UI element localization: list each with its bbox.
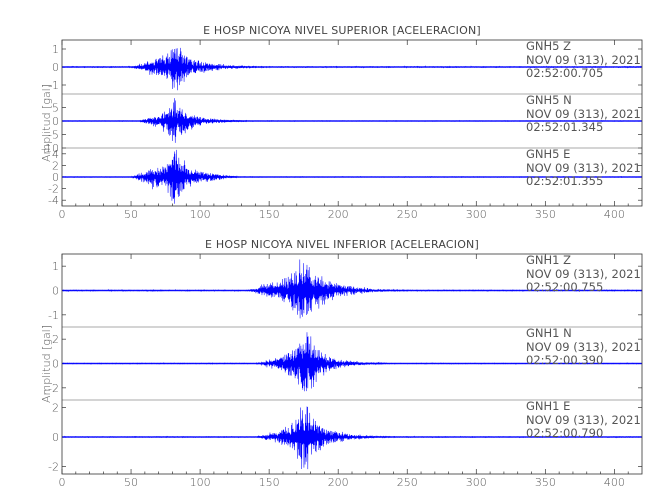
event-date-label: NOV 09 (313), 2021 xyxy=(526,107,641,121)
y-tick-label: -5 xyxy=(48,129,59,142)
station-component-label: GNH5 N xyxy=(526,93,572,107)
x-tick-label: 50 xyxy=(124,208,138,221)
y-tick-label: 0 xyxy=(52,431,59,444)
y-tick-label: -1 xyxy=(48,79,59,92)
event-time-label: 02:52:00.705 xyxy=(526,66,603,80)
event-time-label: 02:52:00.390 xyxy=(526,353,603,367)
chart-block-2: E HOSP NICOYA NIVEL INFERIOR [ACELERACIO… xyxy=(40,238,643,489)
chart-block-1: E HOSP NICOYA NIVEL SUPERIOR [ACELERACIO… xyxy=(40,24,643,221)
event-date-label: NOV 09 (313), 2021 xyxy=(526,161,641,175)
x-tick-label: 200 xyxy=(328,208,349,221)
x-tick-label: 300 xyxy=(466,208,487,221)
x-tick-label: 50 xyxy=(124,476,138,489)
x-tick-label: 350 xyxy=(535,476,556,489)
y-tick-label: -2 xyxy=(48,382,59,395)
y-tick-label: 2 xyxy=(52,401,59,414)
y-tick-label: 0 xyxy=(52,358,59,371)
y-tick-label: 0 xyxy=(52,61,59,74)
event-time-label: 02:52:00.755 xyxy=(526,280,603,294)
y-tick-label: -2 xyxy=(48,461,59,474)
event-time-label: 02:52:01.345 xyxy=(526,120,603,134)
station-component-label: GNH1 E xyxy=(526,399,570,413)
x-tick-label: 400 xyxy=(604,476,625,489)
x-tick-label: 250 xyxy=(397,208,418,221)
x-tick-label: 150 xyxy=(259,476,280,489)
x-tick-label: 0 xyxy=(59,208,66,221)
x-tick-label: 0 xyxy=(59,476,66,489)
station-component-label: GNH1 N xyxy=(526,326,572,340)
y-tick-label: 1 xyxy=(52,260,59,273)
x-tick-label: 400 xyxy=(604,208,625,221)
x-tick-label: 350 xyxy=(535,208,556,221)
y-axis-label: Amplitud [gal] xyxy=(40,84,53,162)
y-tick-label: -4 xyxy=(48,194,59,207)
y-tick-label: 4 xyxy=(52,148,59,161)
y-tick-label: 2 xyxy=(52,333,59,346)
event-time-label: 02:52:00.790 xyxy=(526,426,603,440)
chart-title: E HOSP NICOYA NIVEL INFERIOR [ACELERACIO… xyxy=(205,238,479,251)
y-tick-label: -2 xyxy=(48,183,59,196)
y-axis-label: Amplitud [gal] xyxy=(40,325,53,403)
x-tick-label: 100 xyxy=(190,208,211,221)
y-tick-label: 1 xyxy=(52,43,59,56)
station-component-label: GNH5 Z xyxy=(526,39,571,53)
x-tick-label: 150 xyxy=(259,208,280,221)
event-date-label: NOV 09 (313), 2021 xyxy=(526,53,641,67)
y-tick-label: 5 xyxy=(52,102,59,115)
chart-title: E HOSP NICOYA NIVEL SUPERIOR [ACELERACIO… xyxy=(203,24,481,37)
x-tick-label: 100 xyxy=(190,476,211,489)
event-date-label: NOV 09 (313), 2021 xyxy=(526,267,641,281)
event-date-label: NOV 09 (313), 2021 xyxy=(526,413,641,427)
x-tick-label: 300 xyxy=(466,476,487,489)
x-tick-label: 250 xyxy=(397,476,418,489)
station-component-label: GNH5 E xyxy=(526,147,570,161)
station-component-label: GNH1 Z xyxy=(526,253,571,267)
x-tick-label: 200 xyxy=(328,476,349,489)
event-date-label: NOV 09 (313), 2021 xyxy=(526,340,641,354)
y-tick-label: 0 xyxy=(52,115,59,128)
event-time-label: 02:52:01.355 xyxy=(526,174,603,188)
y-tick-label: -1 xyxy=(48,309,59,322)
y-tick-label: 0 xyxy=(52,285,59,298)
y-tick-label: -10 xyxy=(41,142,59,155)
y-tick-label: 0 xyxy=(52,171,59,184)
y-tick-label: 2 xyxy=(52,159,59,172)
